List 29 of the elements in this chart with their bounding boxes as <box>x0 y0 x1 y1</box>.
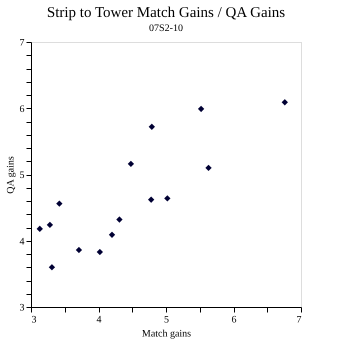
x-tick-label: 5 <box>164 314 169 326</box>
point <box>48 264 56 270</box>
chart-subtitle: 07S2-10 <box>149 23 183 34</box>
point <box>36 226 43 232</box>
y-tick-label: 3 <box>20 302 24 314</box>
point <box>148 196 154 203</box>
point <box>108 232 116 238</box>
x-tick-label: 4 <box>96 314 102 326</box>
x-tick-label: 6 <box>232 314 236 326</box>
chart-title: Strip to Tower Match Gains / QA Gains <box>46 5 286 21</box>
point <box>56 200 63 207</box>
x-axis-title: Match gains <box>142 328 192 340</box>
point <box>148 124 155 130</box>
point <box>198 106 204 112</box>
y-tick-label: 6 <box>20 104 24 115</box>
point <box>76 246 82 254</box>
point <box>96 248 104 256</box>
y-tick-label: 7 <box>20 38 24 48</box>
y-tick-label: 5 <box>20 170 24 181</box>
point <box>46 222 54 228</box>
y-axis-title: QA gains <box>6 156 16 194</box>
x-tick-label: 3 <box>32 314 36 326</box>
point <box>205 164 212 172</box>
point <box>128 160 134 168</box>
point <box>282 99 288 106</box>
point <box>164 195 171 202</box>
x-tick-label: 7 <box>296 314 302 326</box>
point <box>116 216 123 223</box>
y-tick-label: 4 <box>20 236 24 248</box>
